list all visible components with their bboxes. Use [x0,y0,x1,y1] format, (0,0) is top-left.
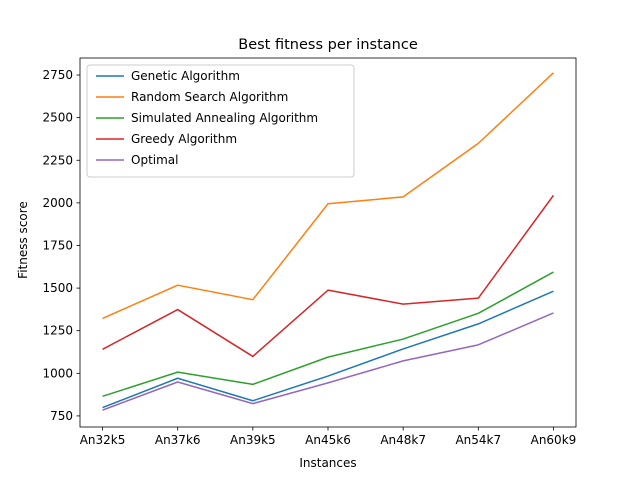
y-tick-label: 1500 [42,281,73,295]
y-tick-label: 1000 [42,366,73,380]
x-tick-label: An54k7 [455,433,501,447]
x-tick-label: An39k5 [230,433,276,447]
series-line-1 [102,290,554,409]
series-line-5 [102,312,554,411]
y-tick-label: 2250 [42,153,73,167]
series-line-3 [102,271,554,398]
legend-label: Greedy Algorithm [131,132,237,146]
series-line-4 [102,194,555,358]
legend-label: Optimal [131,153,178,167]
y-tick-label: 2000 [42,196,73,210]
y-tick-label: 750 [50,409,73,423]
x-tick-label: An45k6 [305,433,351,447]
plot-area [102,72,555,411]
x-axis-title: Instances [299,456,356,470]
x-tick-label: An48k7 [380,433,426,447]
x-tick-label: An60k9 [531,433,577,447]
series-line-2 [102,72,554,320]
y-tick-label: 2500 [42,111,73,125]
legend-label: Genetic Algorithm [131,69,240,83]
legend: Genetic Algorithm Random Search Algorithm… [86,64,355,178]
y-tick-label: 1750 [42,238,73,252]
y-axis-title: Fitness score [16,201,30,279]
axes: An32k5 An37k6 An39k5 An45k6 An48k7 An54k7 An60… [42,57,577,447]
y-tick-label: 1250 [42,324,73,338]
x-tick-label: An32k5 [80,433,126,447]
legend-box [86,64,355,178]
y-tick-label: 2750 [42,68,73,82]
legend-label: Random Search Algorithm [131,90,288,104]
x-tick-label: An37k6 [155,433,201,447]
legend-label: Simulated Annealing Algorithm [131,111,318,125]
chart-title: Best fitness per instance [238,37,418,53]
